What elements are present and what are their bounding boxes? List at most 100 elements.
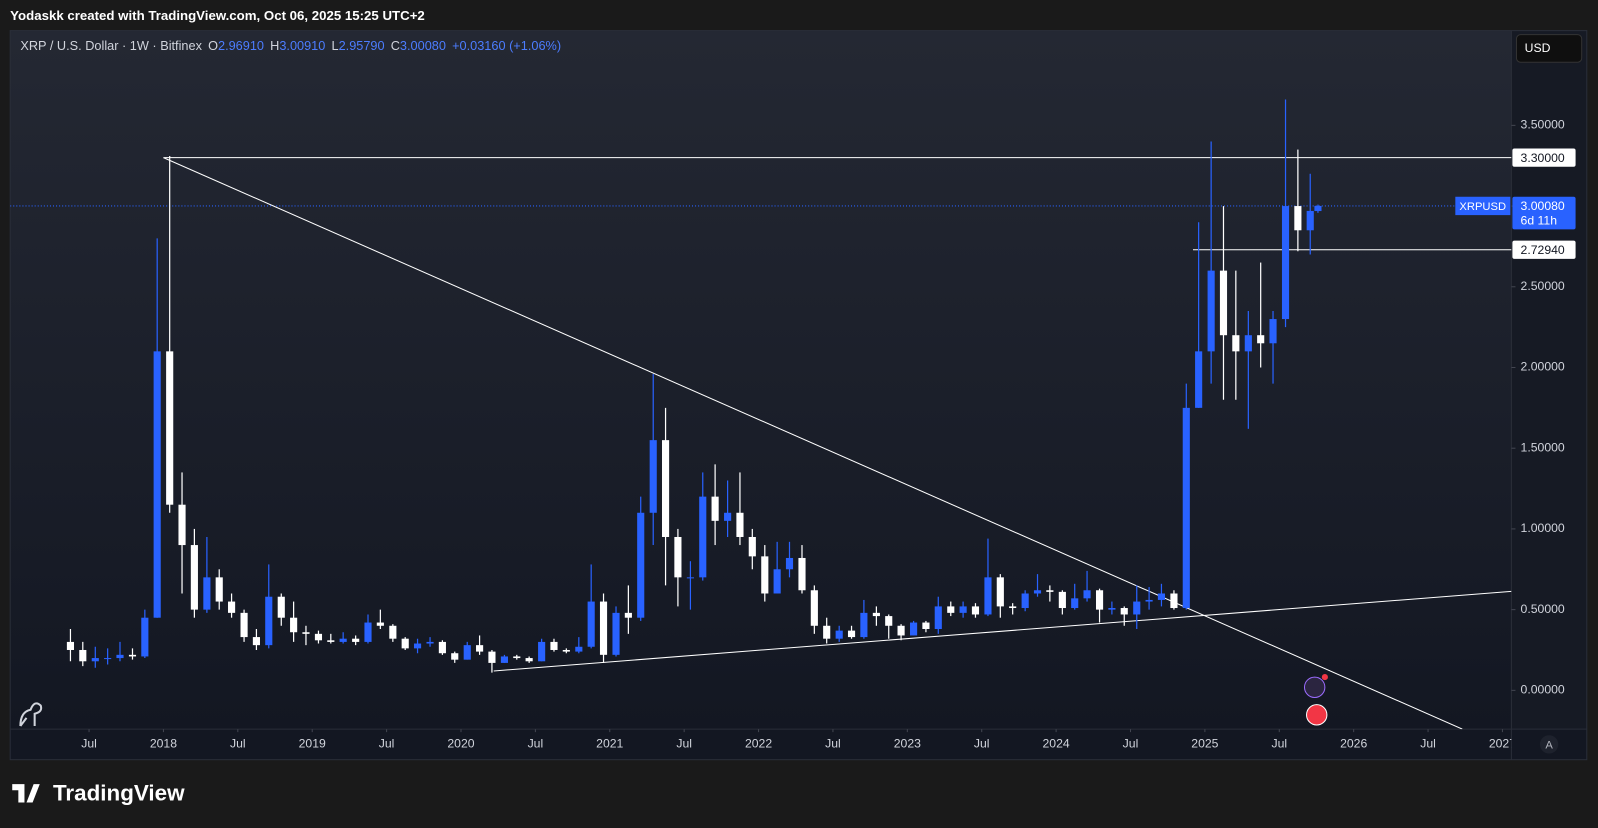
candle-body (228, 601, 236, 613)
candle-body (959, 606, 967, 613)
x-tick-label: Jul (1123, 737, 1139, 751)
candle-body (649, 440, 657, 513)
candle-body (1195, 351, 1203, 408)
candle-body (996, 577, 1004, 607)
candle-body (599, 601, 608, 655)
candle-body (724, 512, 732, 521)
candle-body (327, 640, 335, 642)
candle-body (302, 632, 310, 634)
trend-line (163, 157, 1463, 730)
x-tick-label: Jul (230, 737, 246, 751)
y-tick-label: 2.00000 (1521, 360, 1565, 374)
candle-body (1306, 210, 1314, 231)
x-tick-label: 2018 (150, 737, 177, 751)
candle-body (897, 625, 905, 636)
auto-scale-label: A (1545, 739, 1553, 751)
legend-value: 2.95790 (339, 38, 385, 53)
last-price-box (1512, 196, 1576, 230)
plot-area (10, 99, 1512, 730)
candle-body (488, 651, 496, 663)
candle-body (1269, 319, 1277, 344)
candle-body (1071, 598, 1079, 609)
symbol-label: XRPUSD (1459, 201, 1506, 213)
candle-body (1095, 590, 1104, 610)
candle-body (1294, 206, 1302, 231)
candle-body (798, 557, 806, 591)
legend-value: 2.96910 (218, 38, 264, 53)
x-tick-label: 2021 (596, 737, 623, 751)
candle-body (1170, 593, 1178, 609)
candle-body (587, 601, 595, 647)
price-label-box (1512, 148, 1576, 167)
candle-body (1033, 590, 1042, 594)
candle-body (376, 622, 384, 626)
candle-body (178, 504, 186, 546)
candle-body (141, 617, 149, 657)
candle-body (699, 496, 707, 578)
candle-body (674, 536, 682, 578)
x-tick-label: 2024 (1043, 737, 1070, 751)
candle-body (240, 612, 248, 638)
candle-body (550, 641, 558, 650)
x-tick-label: 2026 (1340, 737, 1367, 751)
y-tick-label: 1.00000 (1521, 521, 1565, 535)
candle-body (835, 630, 843, 639)
overlay: 0.00000 0.50000 1.00000 1.50000 2.00000 2.500… (20, 38, 1576, 697)
candle-body (1145, 599, 1153, 602)
candle-body (860, 612, 868, 638)
candle-body (934, 606, 942, 630)
candle-body (1157, 593, 1166, 600)
candle-body (1009, 606, 1017, 609)
x-tick-label: Jul (379, 737, 395, 751)
candle-body (538, 641, 546, 662)
candle-body (1244, 335, 1252, 352)
event-icon[interactable] (1303, 676, 1326, 698)
price-axis (1511, 30, 1587, 730)
candle-body (265, 596, 273, 646)
time-labels: Jul 2018 Jul 2019 Jul 2020 Jul 2021 Jul 2022 Jul 20… (81, 729, 1511, 751)
currency-label: USD (1525, 41, 1551, 55)
candle-body (166, 351, 174, 505)
candle-body (575, 646, 583, 652)
economic-event-icon[interactable] (1306, 704, 1328, 726)
candle-body (1281, 206, 1290, 320)
last-price-value: 3.00080 (1521, 199, 1565, 213)
candle-body (910, 622, 918, 636)
candle-body (1257, 335, 1265, 344)
y-tick-label: 2.50000 (1521, 279, 1565, 293)
credit: Yodaskk created with TradingView.com, Oc… (10, 8, 425, 23)
chart-frame (9, 30, 1588, 761)
x-tick-label: Jul (1420, 737, 1436, 751)
candle-body (785, 557, 794, 570)
candle-body (203, 577, 211, 610)
auto-scale-button[interactable] (1539, 735, 1559, 754)
candle-body (104, 658, 112, 660)
candle-body (1120, 608, 1128, 615)
legend-key: O (208, 38, 218, 53)
candle-body (314, 633, 323, 641)
symbol-box (1455, 196, 1511, 216)
candle-body (1219, 270, 1228, 336)
x-tick-label: Jul (676, 737, 692, 751)
x-tick-label: 2025 (1191, 737, 1218, 751)
candle-body (1021, 593, 1029, 609)
candle-body (1046, 590, 1054, 592)
candle-body (426, 641, 434, 644)
candle-body (947, 606, 955, 613)
x-tick-label: 2023 (894, 737, 921, 751)
candle-body (810, 590, 818, 626)
currency-button[interactable] (1515, 34, 1583, 63)
candle-body (500, 656, 509, 663)
candle-body (339, 638, 347, 642)
chart-pane (10, 30, 1512, 730)
candle-body (476, 645, 484, 652)
x-tick-label: 2022 (745, 737, 772, 751)
price-label: 3.30000 (1521, 151, 1565, 165)
candle-body (984, 577, 992, 615)
candle-body (1108, 608, 1116, 610)
price-label: 2.72940 (1521, 243, 1565, 257)
y-tick-label: 3.50000 (1521, 118, 1565, 132)
candle-body (823, 625, 831, 639)
candle-body (1314, 205, 1322, 212)
